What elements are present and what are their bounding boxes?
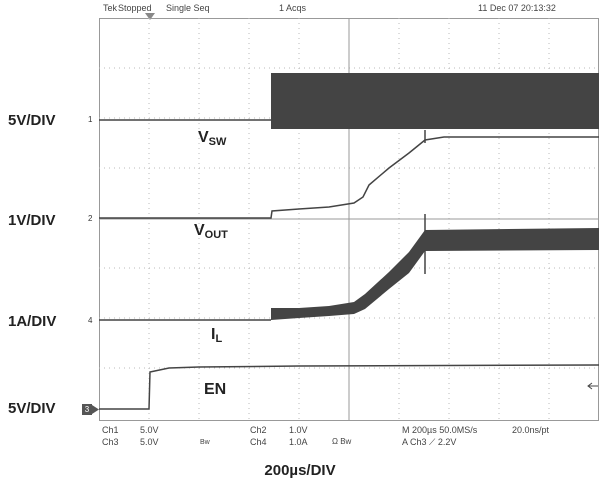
sample-resolution: 20.0ns/pt (512, 425, 550, 435)
scale-label-en: 5V/DIV (8, 400, 56, 417)
acquisition-count: 1 Acqs (279, 3, 307, 13)
channel-2-marker: 2 (88, 214, 93, 223)
trace-label-vsw: VSW (198, 129, 227, 148)
scale-label-vout: 1V/DIV (8, 212, 56, 229)
ch3-bandwidth-limit: Bw (200, 439, 210, 446)
trace-vout (99, 130, 599, 219)
arrow-left-icon (587, 382, 598, 390)
ch1-scale: 5.0V (140, 425, 159, 435)
trace-label-il: IL (211, 326, 223, 345)
acquisition-mode: Single Seq (166, 3, 210, 13)
ch2-scale: 1.0V (289, 425, 308, 435)
trace-en (99, 364, 599, 410)
channel-4-marker: 4 (88, 316, 93, 325)
trigger-position-marker-icon (145, 13, 155, 20)
horizontal-setting: M 200µs 50.0MS/s (402, 425, 478, 435)
trace-label-en: EN (204, 381, 227, 398)
scale-label-vsw: 5V/DIV (8, 112, 56, 129)
ch4-name: Ch4 (250, 437, 267, 447)
ch1-name: Ch1 (102, 425, 119, 435)
scale-label-il: 1A/DIV (8, 313, 57, 330)
arrow-right-icon (92, 405, 99, 414)
ch4-impedance-bandwidth: Ω Bw (332, 437, 352, 446)
channel-1-marker: 1 (88, 115, 93, 124)
trace-il (99, 214, 599, 321)
trace-label-vout: VOUT (194, 222, 228, 241)
capture-datetime: 11 Dec 07 20:13:32 (478, 3, 556, 13)
trigger-setting: A Ch3 ⟋ 2.2V (402, 437, 457, 447)
channel-3-marker: 3 (82, 404, 92, 415)
ch2-name: Ch2 (250, 425, 267, 435)
ch3-name: Ch3 (102, 437, 119, 447)
ch4-scale: 1.0A (289, 437, 308, 447)
brand-label: Tek (103, 3, 118, 13)
oscilloscope-screen (99, 18, 599, 421)
timebase-label: 200µs/DIV (264, 462, 336, 479)
acquisition-state: Stopped (118, 3, 152, 13)
ch3-scale: 5.0V (140, 437, 159, 447)
trace-vsw (99, 73, 599, 129)
